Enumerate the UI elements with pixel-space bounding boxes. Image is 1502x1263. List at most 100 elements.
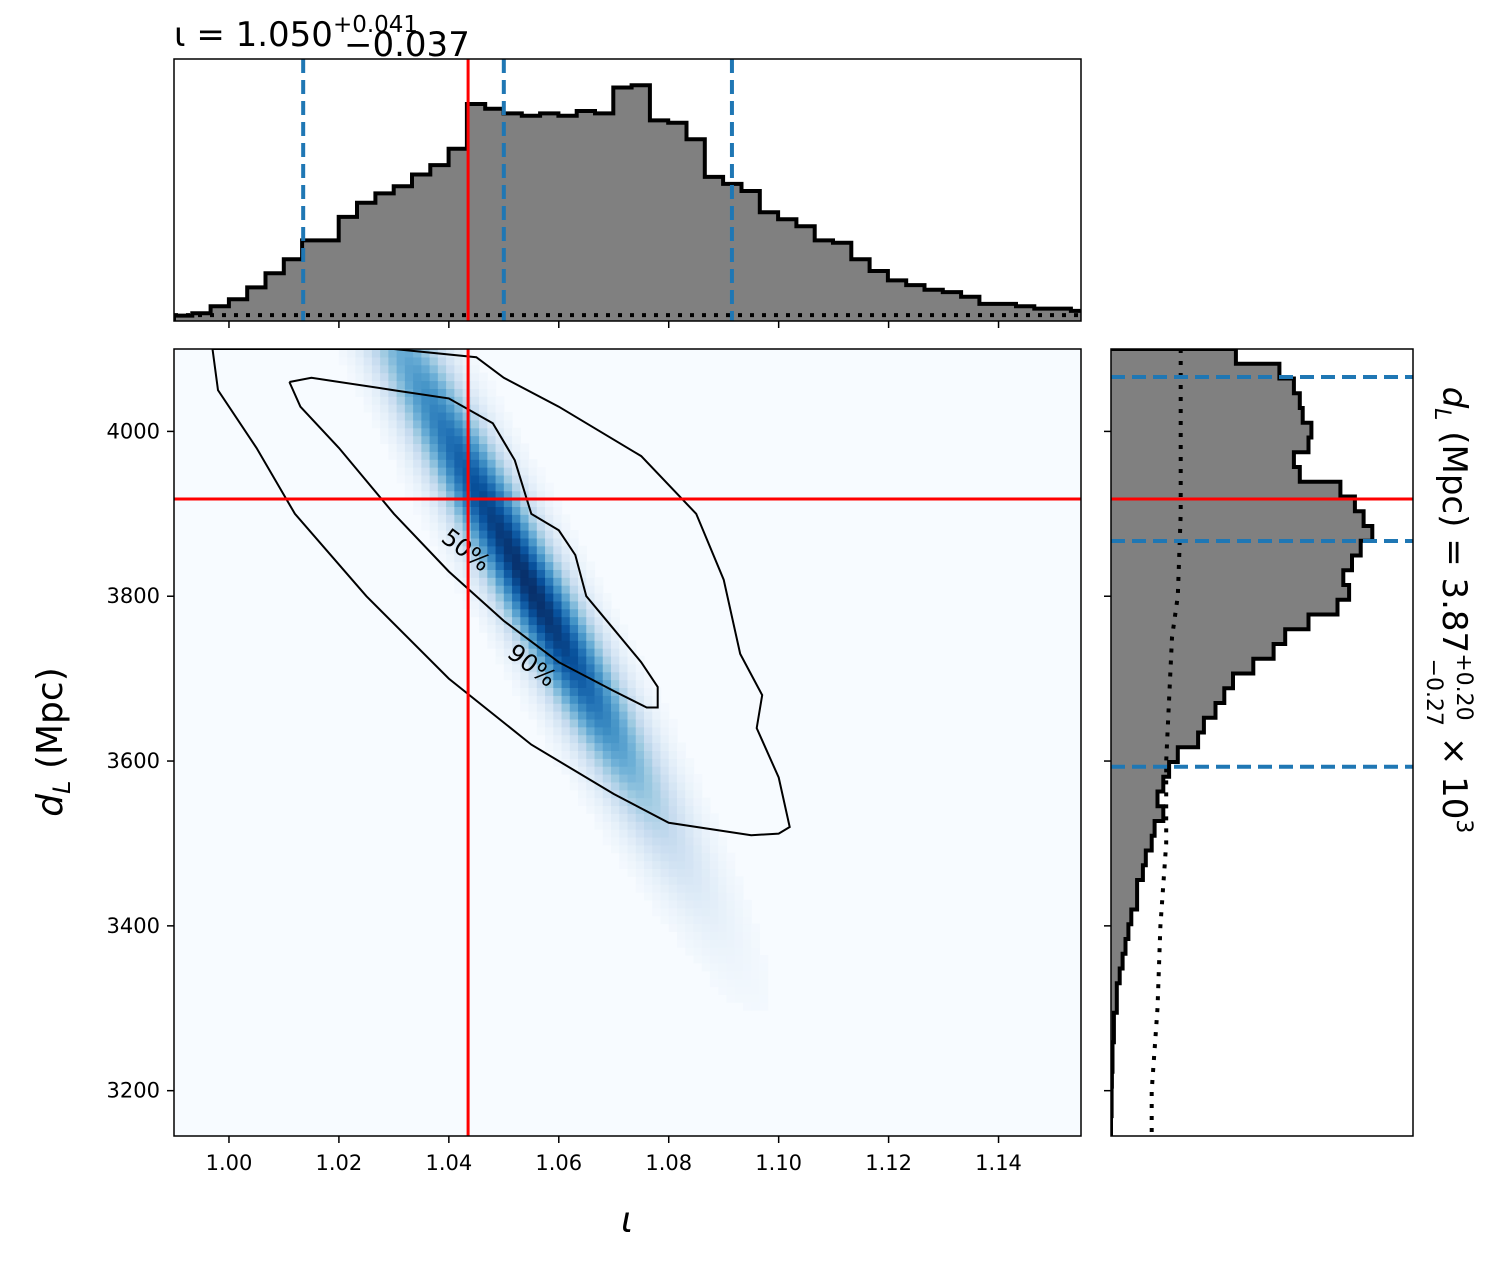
density-cell — [503, 624, 513, 633]
density-cell — [742, 907, 752, 917]
density-cell — [437, 404, 447, 413]
x-tick-label: 1.02 — [316, 1151, 363, 1175]
density-cell — [520, 467, 530, 476]
density-cell — [413, 490, 422, 500]
density-cell — [569, 608, 579, 618]
density-cell — [742, 970, 752, 980]
density-cell — [470, 592, 480, 602]
density-cell — [520, 474, 530, 484]
density-cell — [355, 356, 365, 366]
x-histogram-ticks — [228, 321, 1000, 328]
density-cell — [404, 443, 414, 452]
density-cell — [470, 380, 480, 389]
density-cell — [561, 679, 571, 689]
density-cell — [495, 655, 505, 665]
density-cell — [578, 789, 587, 799]
density-cell — [611, 671, 620, 681]
density-cell — [578, 561, 587, 570]
density-cell — [371, 396, 381, 405]
density-cell — [652, 821, 662, 830]
density-cell — [594, 585, 604, 594]
density-cell — [726, 962, 736, 972]
density-cell — [470, 585, 480, 594]
density-cell — [470, 498, 480, 507]
density-cell — [446, 506, 455, 515]
density-cell — [676, 899, 686, 909]
density-cell — [611, 616, 620, 626]
density-cell — [421, 506, 431, 515]
density-cell — [437, 459, 447, 468]
density-cell — [495, 411, 505, 421]
density-cell — [487, 459, 497, 468]
density-cell — [718, 836, 728, 846]
density-cell — [643, 836, 653, 846]
density-cell — [421, 396, 431, 405]
density-cell — [701, 899, 711, 909]
density-cell — [709, 829, 719, 838]
density-cell — [643, 860, 653, 870]
x-tick-label: 1.04 — [425, 1151, 472, 1175]
density-cell — [602, 821, 612, 830]
density-cell — [413, 459, 422, 468]
density-cell — [676, 781, 686, 791]
density-cell — [363, 356, 373, 366]
density-cell — [503, 616, 513, 626]
density-cell — [528, 459, 538, 468]
density-cell — [487, 632, 497, 641]
density-cell — [709, 876, 719, 885]
density-cell — [718, 852, 728, 862]
density-cell — [635, 797, 645, 807]
y-histogram-frame — [1110, 348, 1414, 1137]
density-cell — [594, 671, 604, 681]
density-cell — [602, 711, 612, 720]
joint-panel-frame — [173, 348, 1082, 1137]
density-cell — [726, 892, 736, 901]
density-cell — [421, 474, 431, 484]
density-cell — [479, 498, 488, 507]
density-cell — [371, 349, 381, 358]
density-cell — [520, 687, 530, 696]
density-cell — [545, 498, 554, 507]
density-cell — [363, 364, 373, 374]
density-cell — [520, 553, 530, 563]
density-cell — [479, 490, 488, 500]
density-cell — [371, 411, 381, 421]
density-cell — [553, 498, 563, 507]
density-cell — [569, 750, 579, 759]
density-cell — [643, 773, 653, 783]
density-cell — [569, 742, 579, 751]
density-cell — [611, 829, 620, 838]
density-cell — [470, 514, 480, 523]
density-cell — [709, 923, 719, 932]
density-cell — [668, 915, 678, 925]
density-cell — [635, 703, 645, 712]
density-cell — [404, 419, 414, 429]
density-cell — [742, 962, 752, 972]
density-cell — [553, 537, 563, 547]
density-cell — [734, 907, 744, 917]
density-cell — [676, 742, 686, 751]
density-cell — [429, 443, 439, 452]
density-cell — [503, 498, 513, 507]
x-tick-label: 1.06 — [535, 1151, 582, 1175]
density-cell — [685, 907, 695, 917]
density-cell — [520, 592, 530, 602]
density-cell — [586, 695, 596, 704]
density-cell — [586, 632, 596, 641]
density-cell — [619, 671, 629, 681]
density-cell — [578, 655, 587, 665]
density-cell — [569, 600, 579, 610]
density-cell — [355, 388, 365, 397]
density-cell — [454, 537, 464, 547]
density-cell — [611, 663, 620, 673]
density-cell — [718, 939, 728, 948]
density-cell — [520, 703, 530, 712]
density-cell — [709, 844, 719, 854]
density-cell — [421, 467, 431, 476]
density-cell — [734, 970, 744, 980]
density-cell — [470, 561, 480, 570]
density-cell — [545, 600, 554, 610]
density-cell — [652, 726, 662, 736]
density-cell — [627, 781, 637, 791]
density-cell — [495, 419, 505, 429]
